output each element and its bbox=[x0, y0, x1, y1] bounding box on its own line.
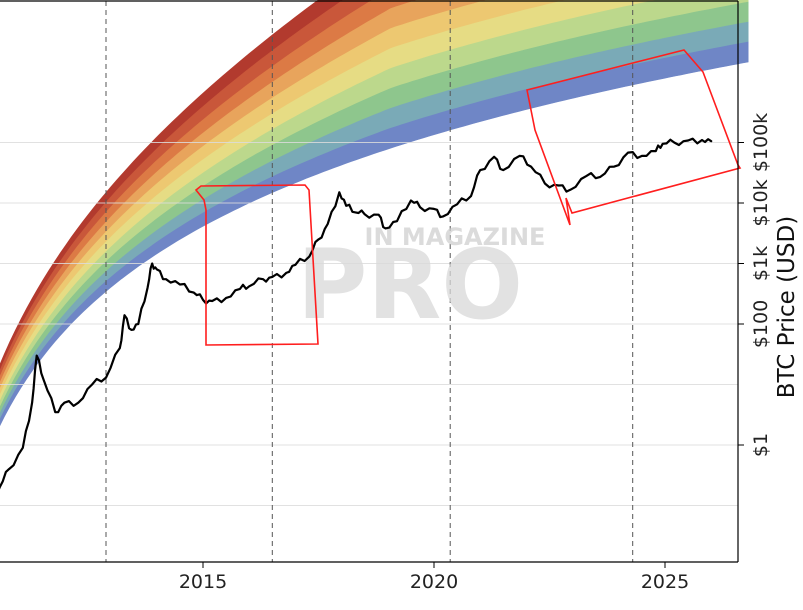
y-tick-label: $1 bbox=[750, 433, 772, 457]
watermark-main-text: PRO bbox=[297, 229, 523, 341]
y-tick-label: $1k bbox=[750, 246, 772, 281]
x-tick-label: 2020 bbox=[410, 571, 458, 593]
y-tick-label: $10k bbox=[750, 179, 772, 226]
x-axis-ticks: 2015 2020 2025 bbox=[179, 562, 689, 593]
watermark: IN MAGAZINE PRO bbox=[297, 223, 545, 341]
x-tick-label: 2025 bbox=[641, 571, 689, 593]
y-axis-title: BTC Price (USD) bbox=[774, 216, 800, 398]
y-axis-ticks: $1 $100 $1k $10k $100k bbox=[738, 113, 772, 457]
y-tick-label: $100 bbox=[750, 300, 772, 348]
x-tick-label: 2015 bbox=[179, 571, 227, 593]
y-tick-label: $100k bbox=[750, 113, 772, 172]
